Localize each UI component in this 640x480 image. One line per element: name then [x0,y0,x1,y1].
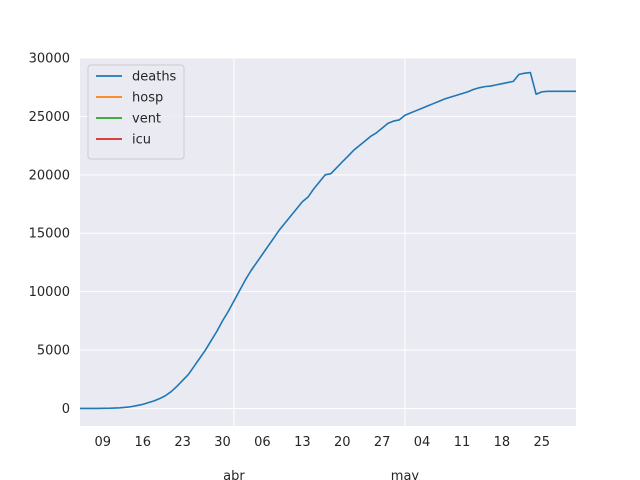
x-tick-label: 18 [494,435,511,450]
series-lines [80,71,576,410]
x-tick-label: 16 [134,435,151,450]
x-tick-label: 30 [214,435,231,450]
y-tick-label: 5000 [37,344,70,359]
legend-label-vent: vent [132,112,161,127]
x-tick-label: 09 [95,435,112,450]
y-tick-label: 10000 [29,285,70,300]
y-tick-label: 0 [62,402,70,417]
grid-lines [80,57,576,426]
x-tick-label: 23 [174,435,191,450]
legend-label-hosp: hosp [132,91,163,106]
legend-box [87,64,185,160]
x-tick-label: 25 [534,435,551,450]
x-tick-label: 20 [334,435,351,450]
x-month-label: may [391,469,420,480]
x-tick-label: 06 [254,435,271,450]
y-tick-label: 30000 [29,52,70,67]
x-axis-month-labels: abr may [223,469,419,480]
x-tick-label: 04 [414,435,431,450]
x-axis-ticks: 09 16 23 30 06 13 20 27 04 11 18 25 [95,435,551,450]
x-tick-label: 27 [374,435,391,450]
legend: deaths hosp vent icu [87,64,185,160]
y-tick-label: 15000 [29,227,70,242]
y-tick-label: 25000 [29,110,70,125]
legend-label-icu: icu [132,133,151,148]
series-line-deaths [80,71,576,410]
y-tick-label: 20000 [29,168,70,183]
legend-label-deaths: deaths [132,70,177,85]
y-axis-ticks: 0 5000 10000 15000 20000 25000 30000 [29,52,70,417]
x-tick-label: 11 [454,435,471,450]
x-month-label: abr [223,469,245,480]
x-tick-label: 13 [294,435,311,450]
